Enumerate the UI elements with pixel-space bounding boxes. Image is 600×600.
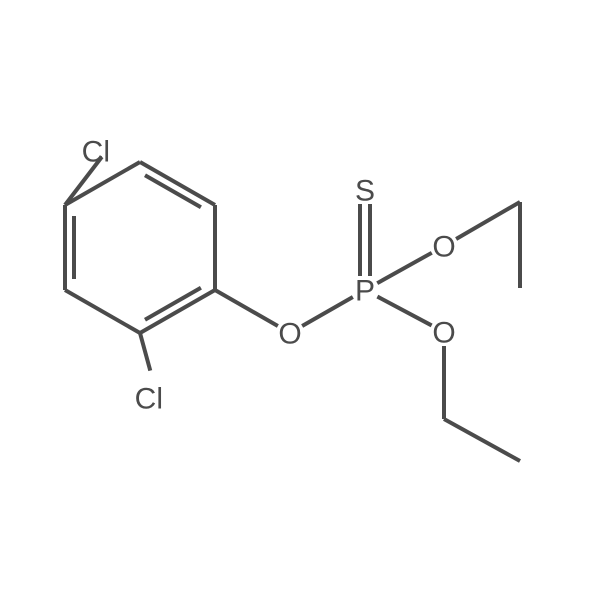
atom-label-o-upper: O: [432, 231, 455, 264]
atom-label-s: S: [355, 175, 375, 208]
atom-label-o-link: O: [278, 318, 301, 351]
atom-label-p: P: [355, 275, 375, 308]
atom-label-cl-bottom: Cl: [135, 383, 163, 416]
chemical-structure-diagram: Cl Cl O P S O O: [0, 0, 600, 600]
atom-label-o-lower: O: [432, 317, 455, 350]
canvas-background: [0, 0, 600, 600]
atom-label-cl-top: Cl: [82, 136, 110, 169]
